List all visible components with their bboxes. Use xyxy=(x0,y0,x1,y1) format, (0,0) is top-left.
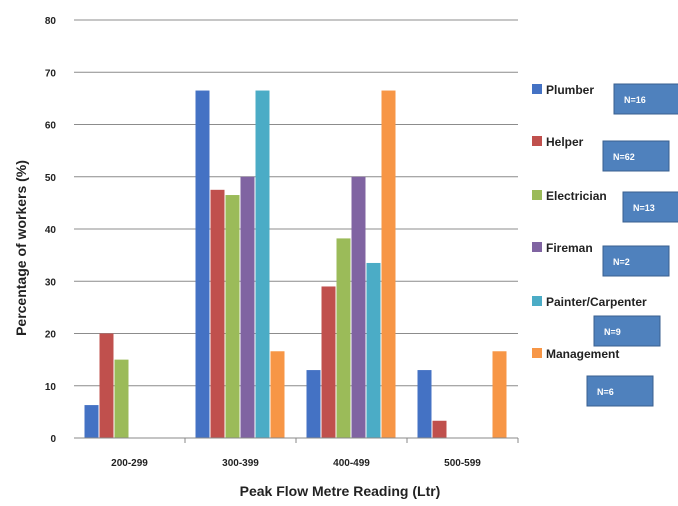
legend-label: Plumber xyxy=(546,83,594,97)
y-axis-ticks: 0 10 20 30 40 50 60 70 80 xyxy=(45,16,57,445)
x-tick-label: 500-599 xyxy=(444,458,481,469)
x-tick-label: 400-499 xyxy=(333,458,370,469)
x-tick-label: 200-299 xyxy=(111,458,148,469)
n-box xyxy=(586,375,654,407)
n-box xyxy=(613,83,678,115)
bar-plumber-400-499 xyxy=(306,370,321,438)
y-tick-label: 30 xyxy=(45,277,57,288)
bar-electrician-300-399 xyxy=(225,195,240,438)
legend-label: Helper xyxy=(546,135,584,149)
n-box xyxy=(593,315,661,347)
bar-plumber-500-599 xyxy=(417,370,432,438)
legend-swatch xyxy=(532,84,542,94)
y-tick-label: 0 xyxy=(50,434,56,445)
legend-swatch xyxy=(532,136,542,146)
legend-swatch xyxy=(532,296,542,306)
y-tick-label: 80 xyxy=(45,16,57,27)
x-axis-ticks: 200-299 300-399 400-499 500-599 xyxy=(111,438,519,469)
bar-electrician-200-299 xyxy=(114,359,129,438)
legend-label: Electrician xyxy=(546,189,607,203)
bars xyxy=(84,90,507,438)
bar-helper-500-599 xyxy=(432,420,447,438)
bar-helper-200-299 xyxy=(99,333,114,438)
sample-size-boxes: N=16 N=62 N=13 N=2 N=9 N=6 xyxy=(586,83,678,407)
n-box xyxy=(622,191,678,223)
bar-painter-carpenter-400-499 xyxy=(366,262,381,438)
bar-management-400-499 xyxy=(381,90,396,438)
gridlines xyxy=(74,19,518,387)
bar-fireman-400-499 xyxy=(351,176,366,438)
bar-helper-400-499 xyxy=(321,286,336,438)
n-label: N=2 xyxy=(613,257,630,267)
bar-electrician-400-499 xyxy=(336,238,351,438)
legend-label: Painter/Carpenter xyxy=(546,295,647,309)
n-label: N=16 xyxy=(624,95,646,105)
legend-swatch xyxy=(532,242,542,252)
y-tick-label: 40 xyxy=(45,225,57,236)
x-tick-label: 300-399 xyxy=(222,458,259,469)
legend-label: Management xyxy=(546,347,619,361)
n-box xyxy=(602,140,670,172)
n-label: N=13 xyxy=(633,203,655,213)
bar-painter-carpenter-300-399 xyxy=(255,90,270,438)
x-axis-title: Peak Flow Metre Reading (Ltr) xyxy=(240,483,441,499)
n-label: N=6 xyxy=(597,387,614,397)
y-tick-label: 50 xyxy=(45,173,57,184)
legend-swatch xyxy=(532,348,542,358)
y-axis-title: Percentage of workers (%) xyxy=(13,160,29,336)
n-box xyxy=(602,245,670,277)
legend: Plumber Helper Electrician Fireman Painter/C… xyxy=(532,83,647,361)
bar-plumber-300-399 xyxy=(195,90,210,438)
bar-management-300-399 xyxy=(270,351,285,438)
y-tick-label: 70 xyxy=(45,68,57,79)
bar-management-500-599 xyxy=(492,351,507,438)
bar-plumber-200-299 xyxy=(84,405,99,438)
bar-fireman-300-399 xyxy=(240,176,255,438)
bar-helper-300-399 xyxy=(210,189,225,438)
legend-swatch xyxy=(532,190,542,200)
n-label: N=9 xyxy=(604,327,621,337)
legend-label: Fireman xyxy=(546,241,593,255)
y-tick-label: 60 xyxy=(45,121,57,132)
y-tick-label: 20 xyxy=(45,330,57,341)
y-tick-label: 10 xyxy=(45,382,57,393)
n-label: N=62 xyxy=(613,152,635,162)
